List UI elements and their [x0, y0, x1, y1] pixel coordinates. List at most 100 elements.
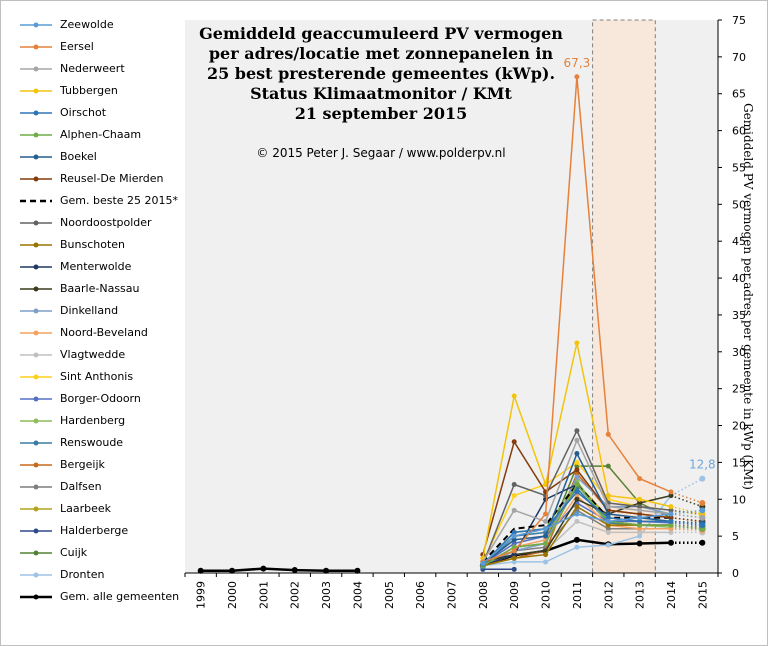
chart-legend: Zeewolde Eersel Nederweert Tubbergen Oirscho… — [8, 14, 184, 608]
legend-item: Noordoostpolder — [8, 212, 184, 234]
series-projection — [670, 524, 703, 530]
legend-item: Cuijk — [8, 542, 184, 564]
y-tick-label: 30 — [732, 346, 746, 359]
series-point — [574, 489, 580, 495]
x-tick-label: 2013 — [634, 581, 647, 609]
legend-label: Borger-Odoorn — [60, 392, 141, 405]
legend-swatch — [20, 506, 52, 512]
y-tick-label: 45 — [732, 235, 746, 248]
legend-label: Cuijk — [60, 546, 88, 559]
y-tick-label: 15 — [732, 456, 746, 469]
series-point — [668, 529, 674, 535]
series-point — [668, 526, 674, 532]
series-point — [574, 459, 580, 465]
series-point — [605, 431, 611, 437]
legend-swatch — [20, 418, 52, 424]
legend-marker — [33, 220, 39, 226]
legend-item: Baarle-Nassau — [8, 278, 184, 300]
series-point — [637, 500, 643, 506]
series-point — [197, 567, 204, 574]
legend-label: Sint Anthonis — [60, 370, 134, 383]
legend-label: Dalfsen — [60, 480, 102, 493]
series-point — [637, 526, 643, 532]
legend-item: Tubbergen — [8, 80, 184, 102]
series-point — [637, 507, 643, 513]
series-point — [605, 515, 611, 521]
series-projection — [670, 509, 703, 515]
legend-marker — [33, 154, 39, 160]
legend-item: Renswoude — [8, 432, 184, 454]
series-point — [637, 518, 643, 524]
series-point — [605, 542, 611, 548]
x-tick-label: 2014 — [665, 581, 678, 609]
series-projection — [670, 513, 703, 519]
legend-swatch — [20, 199, 52, 203]
x-tick-label: 2002 — [289, 581, 302, 609]
legend-swatch — [20, 22, 52, 28]
series-projection — [670, 491, 703, 504]
series-point — [574, 518, 580, 524]
legend-marker — [33, 352, 39, 358]
legend-item: Oirschot — [8, 102, 184, 124]
y-tick-label: 10 — [732, 493, 746, 506]
legend-label: Eersel — [60, 40, 94, 53]
series-point — [574, 74, 580, 80]
legend-label: Noord-Beveland — [60, 326, 148, 339]
x-tick-label: 2009 — [508, 581, 521, 609]
legend-marker — [33, 110, 39, 116]
series-point — [574, 474, 580, 480]
legend-marker — [33, 484, 39, 490]
legend-marker — [33, 132, 39, 138]
legend-swatch — [20, 484, 52, 490]
legend-marker — [33, 242, 39, 248]
series-point — [480, 560, 486, 566]
legend-label: Noordoostpolder — [60, 216, 152, 229]
y-tick-label: 0 — [732, 567, 739, 580]
series-point — [637, 511, 643, 517]
legend-label: Tubbergen — [60, 84, 118, 97]
legend-swatch — [20, 242, 52, 248]
series-point — [511, 529, 517, 535]
legend-marker — [33, 308, 39, 314]
series-point — [605, 526, 611, 532]
series-projection — [670, 528, 703, 531]
title-line: Gemiddeld geaccumuleerd PV vermogen — [199, 24, 563, 43]
y-tick-label: 20 — [732, 420, 746, 433]
x-tick-label: 2001 — [257, 581, 270, 609]
legend-item: Nederweert — [8, 58, 184, 80]
legend-label: Bunschoten — [60, 238, 126, 251]
series-point — [605, 529, 611, 535]
title-line: per adres/locatie met zonnepanelen in — [208, 44, 554, 63]
series-point — [574, 496, 580, 502]
legend-marker — [33, 550, 39, 556]
series-point — [699, 539, 706, 546]
series-point — [260, 565, 267, 572]
series-point — [574, 511, 580, 517]
series-point — [667, 539, 674, 546]
legend-item: Noord-Beveland — [8, 322, 184, 344]
series-point — [668, 504, 674, 510]
legend-swatch — [20, 440, 52, 446]
legend-swatch — [20, 374, 52, 380]
x-tick-label: 2011 — [571, 581, 584, 609]
series-projection — [670, 522, 703, 526]
legend-item: Halderberge — [8, 520, 184, 542]
x-tick-label: 2015 — [696, 581, 709, 609]
legend-item: Sint Anthonis — [8, 366, 184, 388]
series-point — [543, 526, 549, 532]
legend-marker — [33, 264, 39, 270]
series-point — [668, 493, 674, 499]
series-point — [511, 555, 517, 561]
legend-item: Bergeijk — [8, 454, 184, 476]
legend-item: Bunschoten — [8, 234, 184, 256]
legend-swatch — [20, 66, 52, 72]
series-point — [323, 567, 330, 574]
legend-label: Vlagtwedde — [60, 348, 126, 361]
series-point — [605, 511, 611, 517]
legend-swatch — [20, 154, 52, 160]
series-point — [574, 504, 580, 510]
series-projection — [670, 494, 703, 508]
legend-label: Reusel-De Mierden — [60, 172, 164, 185]
legend-swatch — [20, 462, 52, 468]
